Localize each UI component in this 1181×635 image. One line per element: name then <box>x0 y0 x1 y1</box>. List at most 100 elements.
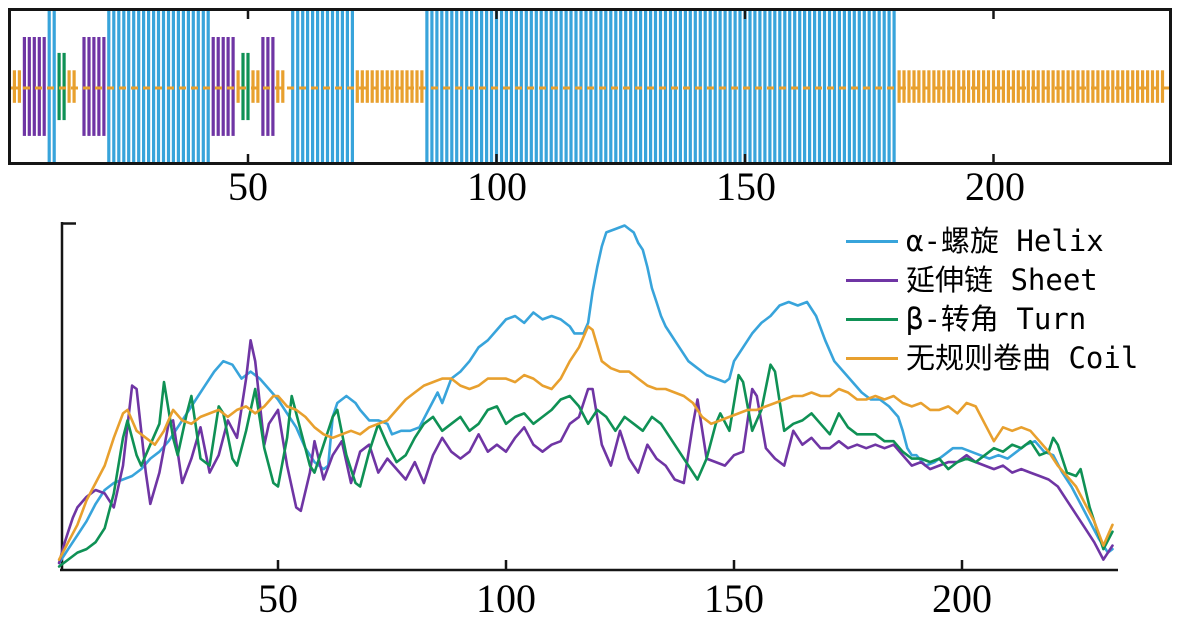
structure-bar-coil <box>400 70 404 103</box>
structure-bar-helix <box>847 11 851 162</box>
structure-bar-coil <box>1121 70 1125 103</box>
structure-bar-helix <box>137 11 141 162</box>
structure-bar-coil <box>390 70 394 103</box>
structure-bar-sheet <box>92 37 96 136</box>
structure-bar-sheet <box>32 37 36 136</box>
structure-bar-sheet <box>82 37 86 136</box>
structure-bar-helix <box>688 11 692 162</box>
structure-bar-helix <box>882 11 886 162</box>
structure-bar-helix <box>117 11 121 162</box>
structure-bar-helix <box>629 11 633 162</box>
sheet-line-sample-icon <box>846 279 898 282</box>
helix-line-sample-icon <box>846 240 898 243</box>
structure-bar-coil <box>415 70 419 103</box>
structure-bar-coil <box>1111 70 1115 103</box>
structure-bar-helix <box>584 11 588 162</box>
structure-bar-helix <box>668 11 673 162</box>
structure-bar-helix <box>559 11 563 162</box>
structure-bar-coil <box>1051 70 1055 103</box>
track-xtick-100: 100 <box>467 164 527 209</box>
legend-label-sheet: 延伸链 Sheet <box>906 263 1098 297</box>
structure-bar-coil <box>1146 70 1150 103</box>
structure-bar-helix <box>485 11 489 162</box>
structure-bar-helix <box>813 11 817 162</box>
structure-bar-helix <box>544 11 548 162</box>
legend-item-coil: 无规则卷曲 Coil <box>846 339 1138 378</box>
structure-bar-helix <box>872 11 876 162</box>
structure-track-canvas <box>11 11 1169 162</box>
structure-bar-coil <box>281 70 285 103</box>
structure-bar-helix <box>653 11 658 162</box>
legend-label-coil: 无规则卷曲 Coil <box>906 341 1139 375</box>
structure-bar-helix <box>892 11 896 162</box>
structure-bar-coil <box>1026 70 1030 103</box>
structure-bar-sheet <box>211 37 215 136</box>
structure-bar-helix <box>822 11 827 162</box>
legend-item-helix: α-螺旋 Helix <box>846 222 1138 261</box>
structure-bar-helix <box>524 11 528 162</box>
structure-bar-coil <box>1101 70 1105 103</box>
series-sheet-line <box>57 338 1114 565</box>
structure-bar-helix <box>450 11 454 162</box>
structure-bar-coil <box>1061 70 1065 103</box>
structure-bar-coil <box>907 70 911 103</box>
coil-line-sample-icon <box>846 357 898 360</box>
structure-bar-coil <box>1136 70 1140 103</box>
structure-bar-helix <box>857 11 861 162</box>
turn-line-sample-icon <box>846 318 898 321</box>
structure-bar-helix <box>703 11 707 162</box>
structure-bar-helix <box>763 11 767 162</box>
structure-bar-helix <box>773 11 777 162</box>
legend-item-sheet: 延伸链 Sheet <box>846 261 1138 300</box>
structure-bar-coil <box>942 70 946 103</box>
structure-bar-sheet <box>266 37 270 136</box>
structure-bar-helix <box>832 11 837 162</box>
structure-bar-coil <box>1076 70 1080 103</box>
structure-bar-helix <box>644 11 648 162</box>
structure-bar-helix <box>52 11 56 162</box>
structure-bar-helix <box>127 11 131 162</box>
legend: α-螺旋 Helix 延伸链 Sheet β-转角 Turn 无规则卷曲 Coi… <box>846 222 1138 378</box>
structure-bar-sheet <box>231 37 235 136</box>
structure-bar-helix <box>499 11 504 162</box>
structure-bar-coil <box>977 70 981 103</box>
structure-bar-helix <box>753 11 757 162</box>
structure-bar-coil <box>1160 70 1165 103</box>
series-coil-line <box>57 325 1114 561</box>
structure-track-panel <box>8 8 1172 165</box>
structure-bar-sheet <box>97 37 101 136</box>
structure-bar-helix <box>306 11 310 162</box>
structure-bar-helix <box>678 11 682 162</box>
structure-bar-helix <box>713 11 717 162</box>
structure-bar-helix <box>798 11 802 162</box>
structure-bar-helix <box>509 11 513 162</box>
structure-bar-sheet <box>221 37 225 136</box>
structure-bar-coil <box>236 70 240 103</box>
structure-bar-coil <box>1086 70 1090 103</box>
structure-bar-coil <box>957 70 961 103</box>
structure-bar-sheet <box>226 37 230 136</box>
plot-xtick-50: 50 <box>258 576 298 621</box>
structure-bar-helix <box>161 11 166 162</box>
track-xtick-150: 150 <box>716 164 776 209</box>
structure-bar-helix <box>534 11 538 162</box>
structure-bar-helix <box>152 11 156 162</box>
structure-bar-sheet <box>271 37 275 136</box>
structure-bar-helix <box>728 11 732 162</box>
plot-axes-spines <box>60 222 1118 572</box>
structure-bar-helix <box>425 11 429 162</box>
structure-bar-coil <box>365 70 369 103</box>
structure-bar-coil <box>991 70 996 103</box>
structure-bar-sheet <box>261 37 265 136</box>
structure-bar-turn <box>246 52 250 121</box>
structure-bar-helix <box>340 11 344 162</box>
plot-xtick-200: 200 <box>932 576 992 621</box>
structure-bar-helix <box>296 11 300 162</box>
structure-bar-coil <box>67 70 71 103</box>
legend-label-helix: α-螺旋 Helix <box>906 224 1104 258</box>
structure-bar-sheet <box>27 37 31 136</box>
plot-xtick-150: 150 <box>704 576 764 621</box>
structure-bar-sheet <box>42 37 46 136</box>
